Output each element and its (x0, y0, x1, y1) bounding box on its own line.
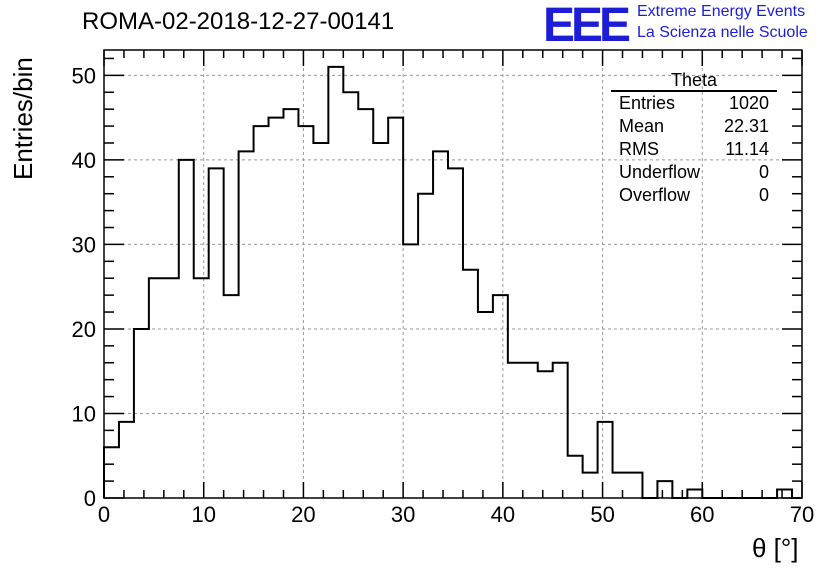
histogram-bin (254, 126, 269, 498)
histogram-bin (149, 278, 164, 498)
y-tick-label: 30 (72, 232, 96, 257)
histogram-bin (134, 329, 149, 498)
histogram-bin (777, 490, 792, 498)
stats-row-mean: Mean 22.31 (611, 115, 777, 138)
stats-row-underflow: Underflow 0 (611, 161, 777, 184)
stats-value: 11.14 (725, 139, 769, 159)
eee-logo: EEE (543, 0, 631, 52)
histogram-bin (269, 118, 284, 498)
histogram-bin (478, 312, 493, 498)
histogram-bin (313, 143, 328, 498)
histogram-bin (343, 92, 358, 498)
stats-row-entries: Entries 1020 (611, 92, 777, 115)
histogram-bin (628, 473, 643, 498)
stats-label: Overflow (619, 185, 691, 205)
stats-value: 1020 (728, 93, 769, 113)
stats-title: Theta (611, 70, 777, 92)
y-tick-label: 40 (72, 148, 96, 173)
histogram-bin (298, 126, 313, 498)
x-tick-label: 0 (98, 502, 110, 527)
histogram-line (103, 65, 802, 499)
histogram-bin (493, 295, 508, 498)
stats-box: Theta Entries 1020 Mean 22.31 RMS 11.14 Underf… (611, 70, 777, 207)
x-tick-label: 50 (590, 502, 614, 527)
histogram-bin (373, 143, 388, 498)
histogram-bin (598, 422, 613, 498)
stats-rows: Entries 1020 Mean 22.31 RMS 11.14 Underflow 0 Ov… (611, 92, 777, 207)
histogram-bin (403, 244, 418, 498)
x-tick-label: 10 (191, 502, 215, 527)
stats-row-rms: RMS 11.14 (611, 138, 777, 161)
x-tick-label: 40 (491, 502, 515, 527)
stats-label: Entries (619, 93, 676, 113)
logo-subtitle-1: Extreme Energy Events (637, 3, 806, 20)
histogram-bin (119, 422, 134, 498)
histogram-bin (224, 295, 239, 498)
stats-value: 0 (758, 185, 769, 205)
histogram-bin (179, 160, 194, 498)
run-title: ROMA-02-2018-12-27-00141 (82, 8, 395, 35)
stats-row-overflow: Overflow 0 (611, 184, 777, 207)
x-tick-label: 70 (790, 502, 814, 527)
histogram-bin (613, 473, 628, 498)
histogram-bin (523, 363, 538, 498)
histogram-bin (358, 109, 373, 498)
x-tick-label: 30 (391, 502, 415, 527)
histogram-bin (104, 447, 119, 498)
histogram-bin (164, 278, 179, 498)
stats-label: RMS (619, 139, 659, 159)
stats-value: 22.31 (723, 116, 769, 136)
y-tick-label: 50 (72, 63, 96, 88)
x-tick-label: 60 (690, 502, 714, 527)
logo-subtitle-2: La Scienza nelle Scuole (637, 24, 808, 41)
y-tick-label: 0 (84, 486, 96, 511)
histogram-bin (418, 194, 433, 498)
histogram-bin (463, 270, 478, 498)
histogram-bin (657, 481, 672, 498)
x-tick-label: 20 (291, 502, 315, 527)
y-axis-label: Entries/bin (8, 57, 38, 180)
stats-label: Underflow (619, 162, 701, 182)
histogram-bin (448, 168, 463, 498)
histogram-bin (568, 456, 583, 498)
histogram-bin (328, 67, 343, 498)
histogram-bin (508, 363, 523, 498)
histogram-bin (283, 109, 298, 498)
y-tick-label: 10 (72, 401, 96, 426)
plot-frame (103, 49, 803, 499)
histogram-bin (433, 151, 448, 498)
histogram-bin (239, 151, 254, 498)
histogram-bin (687, 490, 702, 498)
stats-label: Mean (619, 116, 665, 136)
histogram-bin (209, 168, 224, 498)
histogram-bin (194, 278, 209, 498)
histogram-bin (553, 363, 568, 498)
histogram-bin (538, 371, 553, 498)
stats-value: 0 (758, 162, 769, 182)
x-axis-label: θ [°] (752, 533, 799, 563)
y-tick-label: 20 (72, 317, 96, 342)
histogram-bin (388, 118, 403, 498)
histogram-bin (583, 473, 598, 498)
